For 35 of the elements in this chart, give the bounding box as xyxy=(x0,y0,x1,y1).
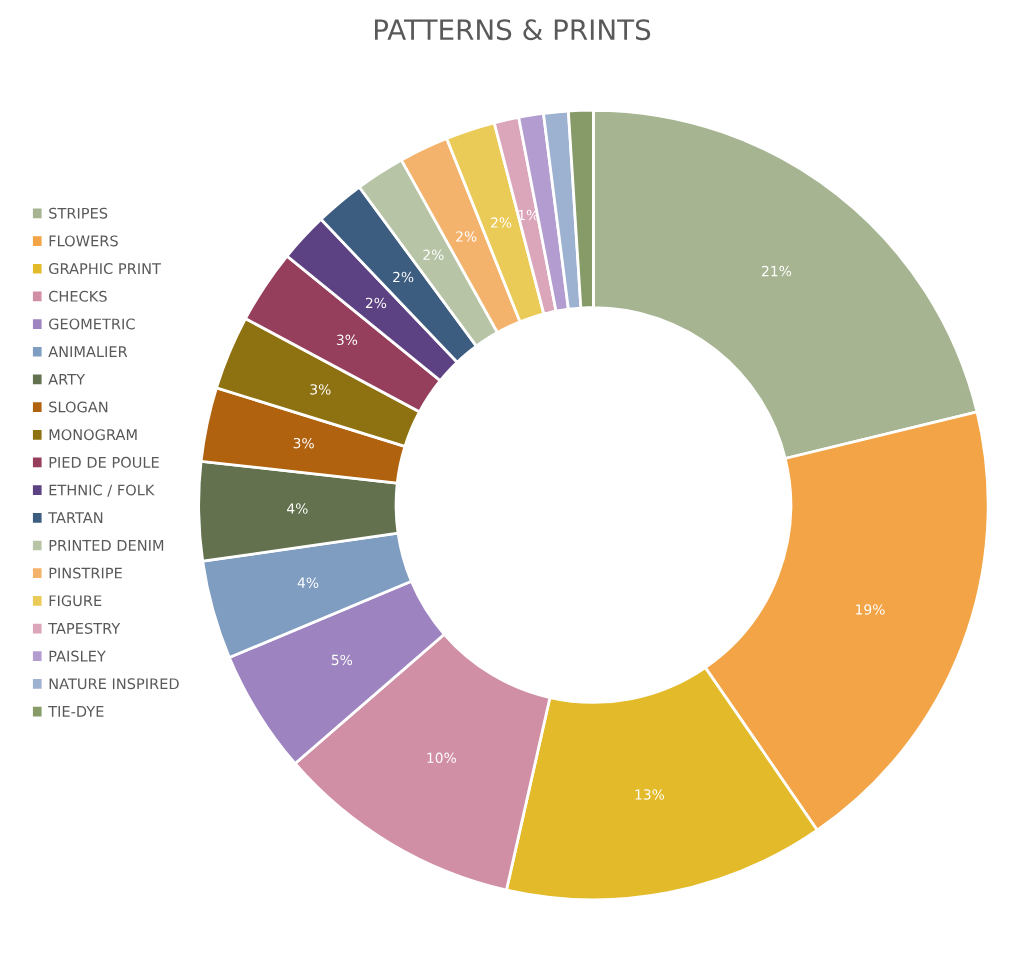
data-label: 2% xyxy=(456,231,477,242)
legend-label: PAISLEY xyxy=(49,650,106,662)
data-label: 2% xyxy=(393,271,414,283)
legend-label: PINSTRIPE xyxy=(49,567,122,579)
data-label: 3% xyxy=(310,384,331,395)
legend-label: ARTY xyxy=(48,373,86,385)
data-label: 2% xyxy=(365,297,387,309)
legend-label: ANIMALIER xyxy=(48,346,128,357)
legend-label: TARTAN xyxy=(48,512,103,523)
legend-label: STRIPES xyxy=(49,207,108,219)
legend-label: MONOGRAM xyxy=(49,429,137,441)
legend-label: FIGURE xyxy=(49,595,102,607)
legend-label: SLOGAN xyxy=(49,401,108,413)
data-label: 4% xyxy=(297,577,319,588)
data-label: 4% xyxy=(287,503,308,514)
legend-label: CHECKS xyxy=(49,290,107,302)
legend-label: GRAPHIC PRINT xyxy=(49,263,161,275)
data-label: 5% xyxy=(331,654,353,666)
legend-label: ETHNIC / FOLK xyxy=(49,484,155,497)
legend-label: NATURE INSPIRED xyxy=(49,678,179,690)
data-label: 3% xyxy=(336,334,358,346)
legend-label: PRINTED DENIM xyxy=(49,540,164,551)
data-label: 3% xyxy=(293,437,314,449)
data-label: 13% xyxy=(635,789,665,800)
legend-label: TAPESTRY xyxy=(48,622,121,634)
legend-label: TIE-DYE xyxy=(48,706,104,717)
data-label: 2% xyxy=(491,217,512,228)
legend-label: PIED DE POULE xyxy=(49,456,159,468)
chart-title: PATTERNS & PRINTS xyxy=(374,19,651,41)
legend-label: GEOMETRIC xyxy=(49,318,135,330)
data-label: 21% xyxy=(762,265,792,277)
data-label: 10% xyxy=(427,752,456,764)
data-label: 2% xyxy=(423,249,444,260)
data-label: 19% xyxy=(856,604,885,615)
legend-label: FLOWERS xyxy=(49,235,118,247)
